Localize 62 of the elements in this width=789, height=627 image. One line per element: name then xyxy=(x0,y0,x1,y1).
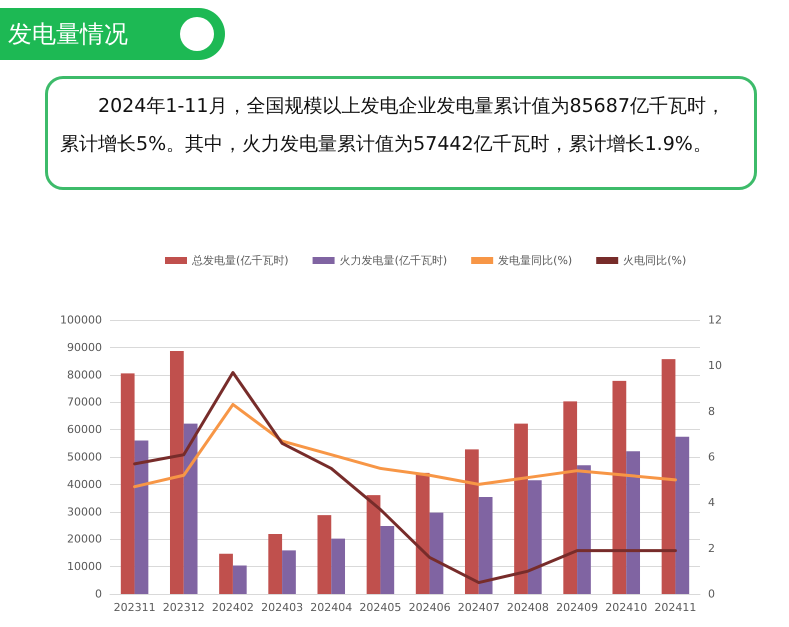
y-tick-label: 90000 xyxy=(67,340,102,354)
y-tick-label: 100000 xyxy=(60,314,102,326)
x-tick-label: 202410 xyxy=(605,601,648,614)
y-tick-label: 40000 xyxy=(67,478,102,491)
bar xyxy=(514,424,528,594)
legend-label: 火电同比(%) xyxy=(623,254,686,267)
y-tick-label: 60000 xyxy=(67,423,102,436)
bar xyxy=(120,373,135,594)
y2-tick-label: 6 xyxy=(708,450,715,464)
bar xyxy=(464,449,479,594)
bar xyxy=(282,550,296,594)
bar xyxy=(416,472,430,594)
x-tick-label: 202311 xyxy=(114,601,156,614)
x-tick-label: 202402 xyxy=(212,601,254,614)
bar xyxy=(219,554,233,594)
x-tick-label: 202407 xyxy=(458,601,500,614)
chart-title: 发电量情况 xyxy=(8,19,128,50)
bar xyxy=(268,534,282,594)
y-tick-label: 20000 xyxy=(67,532,102,546)
legend-label: 火力发电量(亿千瓦时) xyxy=(340,254,448,267)
legend-label: 发电量同比(%) xyxy=(498,254,572,267)
y-tick-label: 30000 xyxy=(67,505,102,518)
x-tick-label: 202404 xyxy=(310,601,352,614)
y2-tick-label: 8 xyxy=(708,404,715,418)
bar xyxy=(577,465,591,594)
bar xyxy=(380,526,394,594)
bar xyxy=(232,566,247,594)
bar xyxy=(331,538,346,594)
x-tick-label: 202405 xyxy=(359,601,402,614)
y2-tick-label: 4 xyxy=(708,496,715,510)
bar xyxy=(170,350,184,594)
legend-label: 总发电量(亿千瓦时) xyxy=(191,254,289,267)
y-tick-label: 0 xyxy=(95,588,102,600)
bar xyxy=(662,359,676,594)
x-tick-label: 202312 xyxy=(162,601,205,614)
x-tick-label: 202406 xyxy=(408,601,451,614)
bar xyxy=(134,440,148,594)
bar xyxy=(626,451,640,594)
y2-tick-label: 12 xyxy=(708,314,722,326)
x-tick-label: 202403 xyxy=(261,601,304,614)
bar xyxy=(612,380,626,594)
chart-subtitle: 2024年1-11月，全国规模以上发电企业发电量累计值为85687亿千瓦时，累计增长5%。其中，火力发电量累计值为57442亿千瓦时，累计增长1.9%。 xyxy=(45,76,757,190)
y2-tick-label: 2 xyxy=(708,542,715,555)
y-tick-label: 10000 xyxy=(67,560,102,574)
x-tick-label: 202409 xyxy=(556,601,598,614)
bar xyxy=(528,480,542,594)
bar xyxy=(478,497,493,594)
bar xyxy=(317,515,332,594)
bar xyxy=(184,424,198,594)
bar xyxy=(430,512,444,594)
y-tick-label: 80000 xyxy=(67,368,102,382)
bar xyxy=(675,436,690,594)
line-series xyxy=(133,371,677,584)
y-tick-label: 70000 xyxy=(67,396,102,409)
x-tick-label: 202408 xyxy=(506,601,549,614)
bar xyxy=(563,401,578,594)
y2-tick-label: 10 xyxy=(708,359,722,372)
x-tick-label: 202411 xyxy=(654,601,696,614)
y-tick-label: 50000 xyxy=(67,450,102,464)
line-series xyxy=(133,402,677,488)
bar xyxy=(366,495,380,594)
y2-tick-label: 0 xyxy=(708,588,715,600)
